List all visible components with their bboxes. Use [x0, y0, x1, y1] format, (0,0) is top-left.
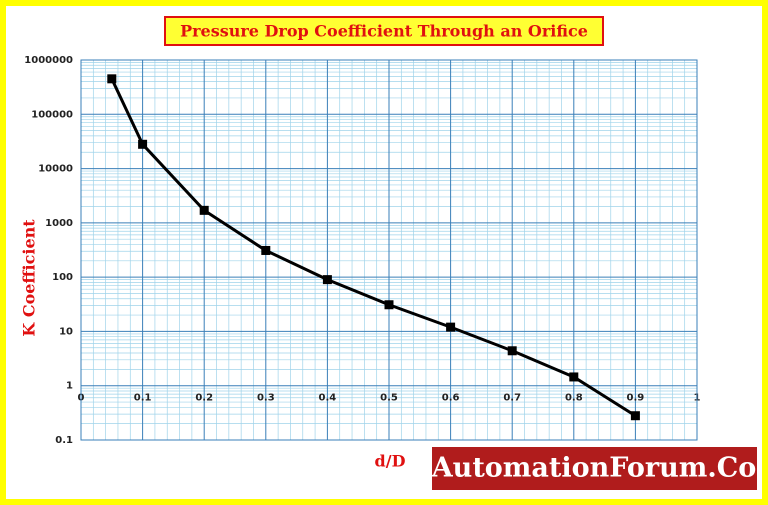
watermark-box	[432, 447, 757, 490]
y-tick-label: 100	[52, 272, 73, 283]
data-point	[507, 346, 517, 356]
y-tick-label: 1	[66, 381, 73, 392]
title-box	[164, 16, 604, 46]
y-tick-label: 1000	[45, 218, 73, 229]
y-tick-label: 1000000	[24, 55, 73, 66]
x-tick-label: 0.4	[319, 393, 337, 404]
data-point	[322, 275, 332, 285]
x-tick-label: 0.9	[627, 393, 645, 404]
plot-border	[80, 59, 698, 441]
x-tick-label: 0.8	[565, 393, 583, 404]
x-tick-label: 0.6	[442, 393, 460, 404]
watermark: AutomationForum.Co	[431, 453, 757, 484]
x-tick-label: 0.1	[134, 393, 152, 404]
x-tick-label: 0.2	[195, 393, 213, 404]
data-point	[384, 300, 394, 310]
plot-area: 0 0.1 0.2 0.3 0.4 0.5 0.6 0.7 0.8 0.9 10.111010010…	[24, 55, 700, 446]
data-point	[261, 245, 271, 255]
y-tick-label: 10000	[38, 164, 73, 175]
data-point	[446, 322, 456, 332]
x-tick-label: 0.3	[257, 393, 275, 404]
chart-title: Pressure Drop Coefficient Through an Ori…	[180, 22, 588, 41]
y-tick-label: 10	[59, 326, 73, 337]
data-point	[630, 411, 640, 421]
data-point	[199, 205, 209, 215]
data-line	[110, 78, 637, 417]
x-tick-label: 0.7	[503, 393, 521, 404]
data-point	[138, 139, 148, 149]
x-tick-label: 0.5	[380, 393, 398, 404]
data-point	[107, 74, 117, 84]
x-axis-label: d/D	[375, 452, 406, 471]
y-tick-label: 100000	[31, 109, 73, 120]
data-point	[569, 372, 579, 382]
y-axis-label: K Coefficient	[20, 219, 39, 337]
y-tick-label: 0.1	[55, 435, 73, 446]
